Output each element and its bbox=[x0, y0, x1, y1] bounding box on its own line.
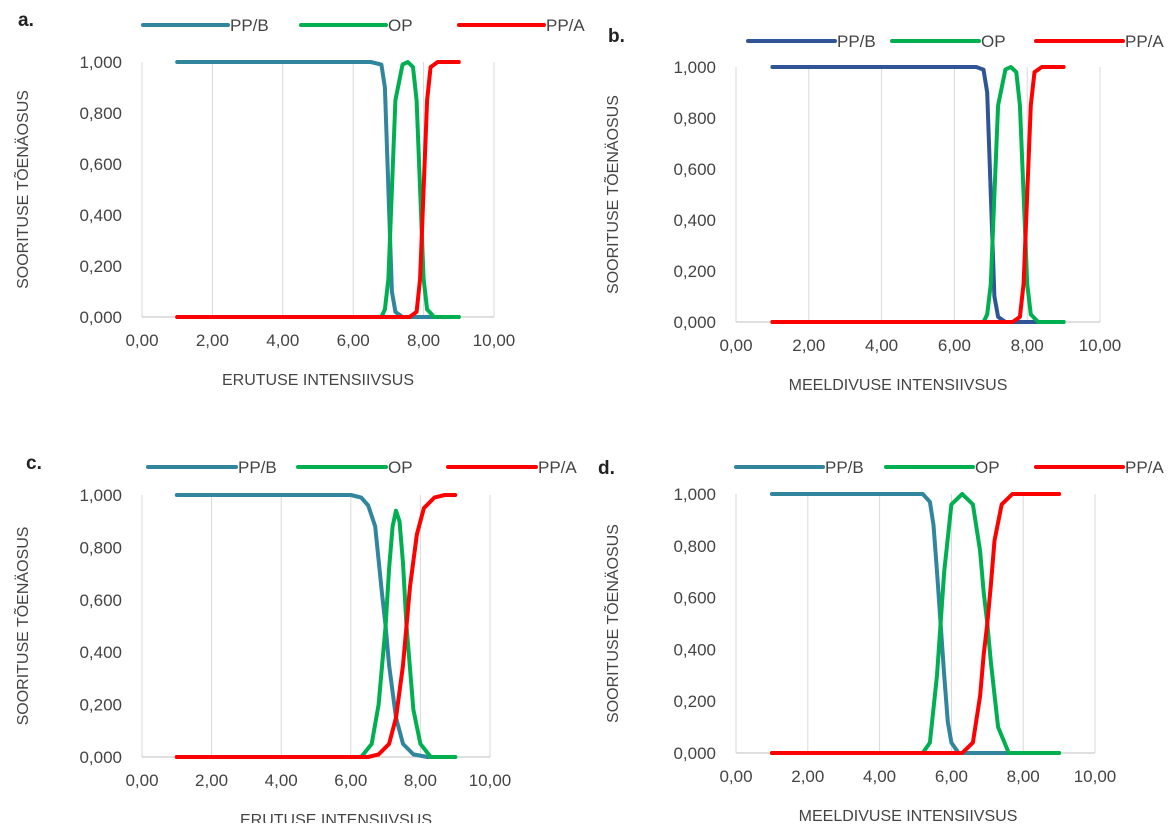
x-tick-label: 10,00 bbox=[473, 331, 516, 350]
y-tick-label: 0,400 bbox=[673, 211, 716, 230]
series-line-pp-a bbox=[175, 60, 461, 319]
y-tick-label: 0,000 bbox=[673, 313, 716, 332]
panel-label: d. bbox=[598, 458, 615, 479]
series-line-op bbox=[175, 60, 461, 319]
legend-label-pp-a: PP/A bbox=[1125, 32, 1164, 51]
x-tick-label: 6,00 bbox=[935, 767, 968, 786]
chart-panel-3: c. 0,00 2,00 4,00 6,00 8,00 10,00 0,000 0,200 0,4… bbox=[12, 453, 577, 828]
x-axis-title: ERUTUSE INTENSIIVSUS bbox=[222, 372, 414, 389]
x-tick-label: 6,00 bbox=[938, 336, 971, 355]
y-tick-label: 0,800 bbox=[79, 104, 122, 123]
series-line-op bbox=[770, 65, 1066, 324]
x-tick-label: 2,00 bbox=[792, 336, 825, 355]
legend-label-op: OP bbox=[981, 32, 1006, 51]
x-tick-label: 8,00 bbox=[1007, 767, 1040, 786]
y-tick-label: 0,400 bbox=[79, 206, 122, 225]
chart-panel-4: d. 0,00 2,00 4,00 6,00 8,00 10,00 0,000 0,200 0,4… bbox=[598, 458, 1164, 825]
chart-panel-2: b. 0,00 2,00 4,00 6,00 8,00 10,00 0,000 0,200 0,4… bbox=[602, 26, 1164, 394]
x-tick-label: 0,00 bbox=[125, 771, 158, 790]
x-axis-title: ERUTUSE INTENSIIVSUS bbox=[240, 812, 432, 823]
y-tick-label: 1,000 bbox=[673, 485, 716, 504]
x-tick-label: 0,00 bbox=[125, 331, 158, 350]
legend-label-op: OP bbox=[975, 458, 1000, 477]
y-tick-label: 0,200 bbox=[673, 262, 716, 281]
x-tick-label: 8,00 bbox=[404, 771, 437, 790]
panel-label: b. bbox=[608, 26, 625, 47]
y-tick-label: 0,200 bbox=[79, 257, 122, 276]
x-tick-label: 4,00 bbox=[266, 331, 299, 350]
y-tick-label: 0,600 bbox=[673, 589, 716, 608]
y-tick-label: 0,600 bbox=[79, 591, 122, 610]
legend-label-pp-a: PP/A bbox=[1125, 458, 1164, 477]
x-tick-label: 0,00 bbox=[719, 767, 752, 786]
legend-label-pp-b: PP/B bbox=[230, 16, 269, 35]
x-axis-title: MEELDIVUSE INTENSIIVSUS bbox=[799, 808, 1018, 823]
x-tick-label: 4,00 bbox=[863, 767, 896, 786]
y-tick-label: 1,000 bbox=[79, 486, 122, 505]
legend-label-pp-b: PP/B bbox=[825, 458, 864, 477]
x-tick-label: 10,00 bbox=[469, 771, 512, 790]
series-line-op bbox=[769, 492, 1062, 755]
legend-label-pp-a: PP/A bbox=[546, 16, 585, 35]
chart-panel-1: a. 0,00 2,00 4,00 6,00 8,00 10,00 0,000 0,200 0,4… bbox=[12, 10, 585, 389]
y-tick-label: 0,800 bbox=[79, 538, 122, 557]
y-axis-title: SOORITUSE TÕENÄOSUS bbox=[12, 90, 32, 289]
y-axis-title: SOORITUSE TÕENÄOSUS bbox=[602, 95, 622, 294]
x-axis-title: MEELDIVUSE INTENSIIVSUS bbox=[789, 377, 1008, 394]
legend-label-pp-b: PP/B bbox=[238, 458, 277, 477]
series-line-pp-b bbox=[769, 492, 1062, 755]
x-tick-label: 6,00 bbox=[334, 771, 367, 790]
y-tick-label: 0,000 bbox=[79, 748, 122, 767]
x-tick-label: 2,00 bbox=[196, 331, 229, 350]
x-tick-label: 8,00 bbox=[407, 331, 440, 350]
x-tick-label: 10,00 bbox=[1079, 336, 1122, 355]
series-line-op bbox=[174, 508, 458, 759]
panel-label: a. bbox=[18, 10, 34, 31]
series-line-pp-a bbox=[769, 492, 1062, 755]
y-tick-label: 0,800 bbox=[673, 537, 716, 556]
y-axis-title: SOORITUSE TÕENÄOSUS bbox=[602, 524, 622, 723]
y-tick-label: 0,000 bbox=[673, 744, 716, 763]
y-tick-label: 1,000 bbox=[673, 58, 716, 77]
y-tick-label: 0,800 bbox=[673, 109, 716, 128]
x-tick-label: 10,00 bbox=[1074, 767, 1117, 786]
legend-label-pp-b: PP/B bbox=[837, 32, 876, 51]
panel-label: c. bbox=[26, 453, 42, 474]
series-line-pp-a bbox=[770, 65, 1066, 324]
y-tick-label: 0,400 bbox=[673, 640, 716, 659]
x-tick-label: 2,00 bbox=[791, 767, 824, 786]
y-tick-label: 0,000 bbox=[79, 308, 122, 327]
y-tick-label: 0,400 bbox=[79, 643, 122, 662]
x-tick-label: 2,00 bbox=[195, 771, 228, 790]
legend-label-op: OP bbox=[388, 16, 413, 35]
y-tick-label: 0,200 bbox=[79, 696, 122, 715]
y-tick-label: 0,200 bbox=[673, 692, 716, 711]
y-tick-label: 0,600 bbox=[79, 155, 122, 174]
legend-label-op: OP bbox=[388, 458, 413, 477]
series-line-pp-a bbox=[174, 493, 458, 759]
legend-label-pp-a: PP/A bbox=[538, 458, 577, 477]
x-tick-label: 8,00 bbox=[1011, 336, 1044, 355]
x-tick-label: 4,00 bbox=[265, 771, 298, 790]
y-tick-label: 1,000 bbox=[79, 53, 122, 72]
y-axis-title: SOORITUSE TÕENÄOSUS bbox=[12, 527, 32, 726]
x-tick-label: 6,00 bbox=[337, 331, 370, 350]
y-tick-label: 0,600 bbox=[673, 160, 716, 179]
x-tick-label: 0,00 bbox=[719, 336, 752, 355]
x-tick-label: 4,00 bbox=[865, 336, 898, 355]
